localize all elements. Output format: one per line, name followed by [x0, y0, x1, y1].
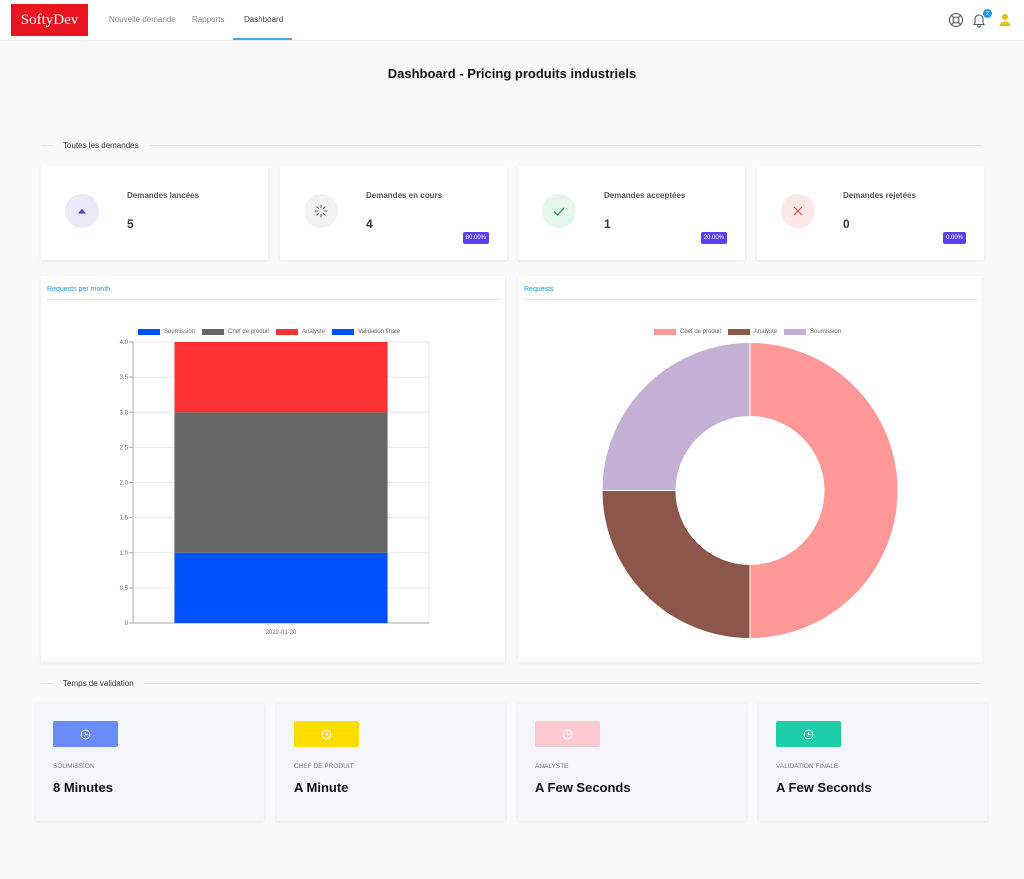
logo[interactable]: SoftyDev	[11, 4, 88, 36]
spinner-icon	[314, 204, 328, 218]
legend-item[interactable]: Chef de produit	[654, 329, 721, 335]
legend-item[interactable]: Chef de produit	[202, 329, 269, 335]
y-tick-label: 1.0	[120, 551, 129, 557]
x-tick-label: 2022-01-20	[266, 630, 297, 636]
time-card-chef-de-produit: CHEF DE PRODUIT A Minute	[277, 703, 505, 821]
legend-label: Validation finale	[358, 329, 400, 335]
clock-icon	[80, 729, 91, 739]
clock-icon	[321, 729, 332, 739]
legend-item[interactable]: Validation finale	[332, 329, 400, 335]
notification-badge: 2	[983, 9, 992, 18]
chart-card-requests-per-month: Requests per month Soumission Chef de pr…	[41, 276, 505, 662]
stat-percent-badge: 0.00%	[942, 232, 966, 244]
tab-divider	[47, 299, 500, 300]
nav-nouvelle-demande[interactable]: Nouvelle demande	[109, 15, 176, 24]
stat-value: 5	[127, 217, 134, 231]
bell-icon[interactable]	[971, 12, 987, 28]
stat-icon-bg	[304, 194, 338, 228]
user-icon[interactable]	[997, 12, 1013, 28]
tab-divider	[524, 299, 977, 300]
page-title: Dashboard - Pricing produits industriels	[387, 66, 637, 81]
clock-icon	[562, 729, 573, 739]
stat-label: Demandes acceptées	[604, 191, 686, 200]
legend-label: Soumission	[810, 329, 842, 335]
legend-label: Chef de produit	[680, 329, 722, 335]
stat-icon-bg	[542, 194, 576, 228]
y-tick-label: 1.5	[120, 516, 129, 522]
section-title-requests: Toutes les demandes	[53, 141, 149, 150]
y-tick-label: 2.5	[120, 445, 129, 451]
stat-percent-badge: 20.00%	[700, 232, 727, 244]
time-value: 8 Minutes	[53, 780, 113, 795]
stat-card-in-progress: Demandes en cours 4 80.00%	[280, 166, 507, 260]
bar-segment[interactable]	[174, 552, 388, 623]
legend-item[interactable]: Analyste	[276, 329, 325, 335]
donut-slice[interactable]	[749, 341, 899, 640]
time-value: A Few Seconds	[776, 780, 872, 795]
bar-segment[interactable]	[174, 412, 388, 553]
stat-card-rejected: Demandes rejetées 0 0.00%	[757, 166, 984, 260]
time-label: ANALYSTE	[535, 763, 569, 770]
donut-chart	[601, 341, 899, 640]
nav-active-indicator	[233, 38, 292, 40]
stat-label: Demandes rejetées	[843, 191, 916, 200]
time-label: CHEF DE PRODUIT	[294, 763, 354, 770]
donut-slice[interactable]	[601, 341, 751, 491]
y-tick-label: 4.0	[120, 340, 129, 346]
section-title-validation: Temps de validation	[53, 679, 144, 688]
legend-item[interactable]: Soumission	[138, 329, 195, 335]
close-icon	[793, 206, 803, 216]
section-divider	[41, 145, 982, 146]
time-icon-box	[294, 721, 359, 747]
legend-label: Analyste	[754, 329, 778, 335]
y-tick-label: 2.0	[120, 481, 129, 487]
help-lifebuoy-icon[interactable]	[948, 12, 964, 28]
donut-slice[interactable]	[601, 490, 751, 640]
y-tick-label: 0	[125, 621, 129, 627]
bar-chart-legend: Soumission Chef de produit Analyste Vali…	[138, 329, 407, 335]
nav-dashboard[interactable]: Dashboard	[244, 15, 284, 24]
check-icon	[553, 207, 565, 216]
time-icon-box	[53, 721, 118, 747]
triangle-up-icon	[78, 209, 86, 214]
section-divider	[41, 683, 982, 684]
y-tick-label: 3.5	[120, 375, 129, 381]
stat-card-launched: Demandes lancées 5	[41, 166, 268, 260]
time-value: A Few Seconds	[535, 780, 631, 795]
stat-value: 0	[843, 217, 850, 231]
time-icon-box	[776, 721, 841, 747]
nav-rapports[interactable]: Rapports	[192, 15, 225, 24]
time-value: A Minute	[294, 780, 349, 795]
legend-label: Analyste	[302, 329, 326, 335]
donut-chart-legend: Chef de produit Analyste Soumission	[654, 329, 848, 335]
top-navbar: SoftyDev Nouvelle demande Rapports Dashb…	[0, 0, 1024, 41]
stacked-bar-chart: 0 0.5 1.0 1.5 2.0 2.5 3.0 3.5 4.0 2022-01-20	[120, 340, 430, 636]
bar-segment[interactable]	[174, 342, 388, 413]
stat-card-accepted: Demandes acceptées 1 20.00%	[518, 166, 745, 260]
stat-label: Demandes lancées	[127, 191, 200, 200]
legend-label: Chef de produit	[228, 329, 270, 335]
time-label: VALIDATION FINALE	[776, 763, 839, 770]
stat-icon-bg	[781, 194, 815, 228]
stat-value: 4	[366, 217, 373, 231]
legend-label: Soumission	[164, 329, 196, 335]
time-card-validation-finale: VALIDATION FINALE A Few Seconds	[759, 703, 987, 821]
time-card-soumission: SOUMISSION 8 Minutes	[36, 703, 264, 821]
y-tick-label: 3.0	[120, 410, 129, 416]
legend-item[interactable]: Soumission	[784, 329, 841, 335]
y-tick-label: 0.5	[120, 586, 129, 592]
clock-icon	[803, 729, 814, 739]
time-card-analyste: ANALYSTE A Few Seconds	[518, 703, 746, 821]
time-label: SOUMISSION	[53, 763, 95, 770]
stat-icon-bg	[65, 194, 99, 228]
stat-label: Demandes en cours	[366, 191, 443, 200]
time-icon-box	[535, 721, 600, 747]
legend-item[interactable]: Analyste	[728, 329, 777, 335]
chart-card-requests: Requests Chef de produit Analyste Soumis…	[518, 276, 982, 662]
stat-percent-badge: 80.00%	[462, 232, 489, 244]
stat-value: 1	[604, 217, 611, 231]
